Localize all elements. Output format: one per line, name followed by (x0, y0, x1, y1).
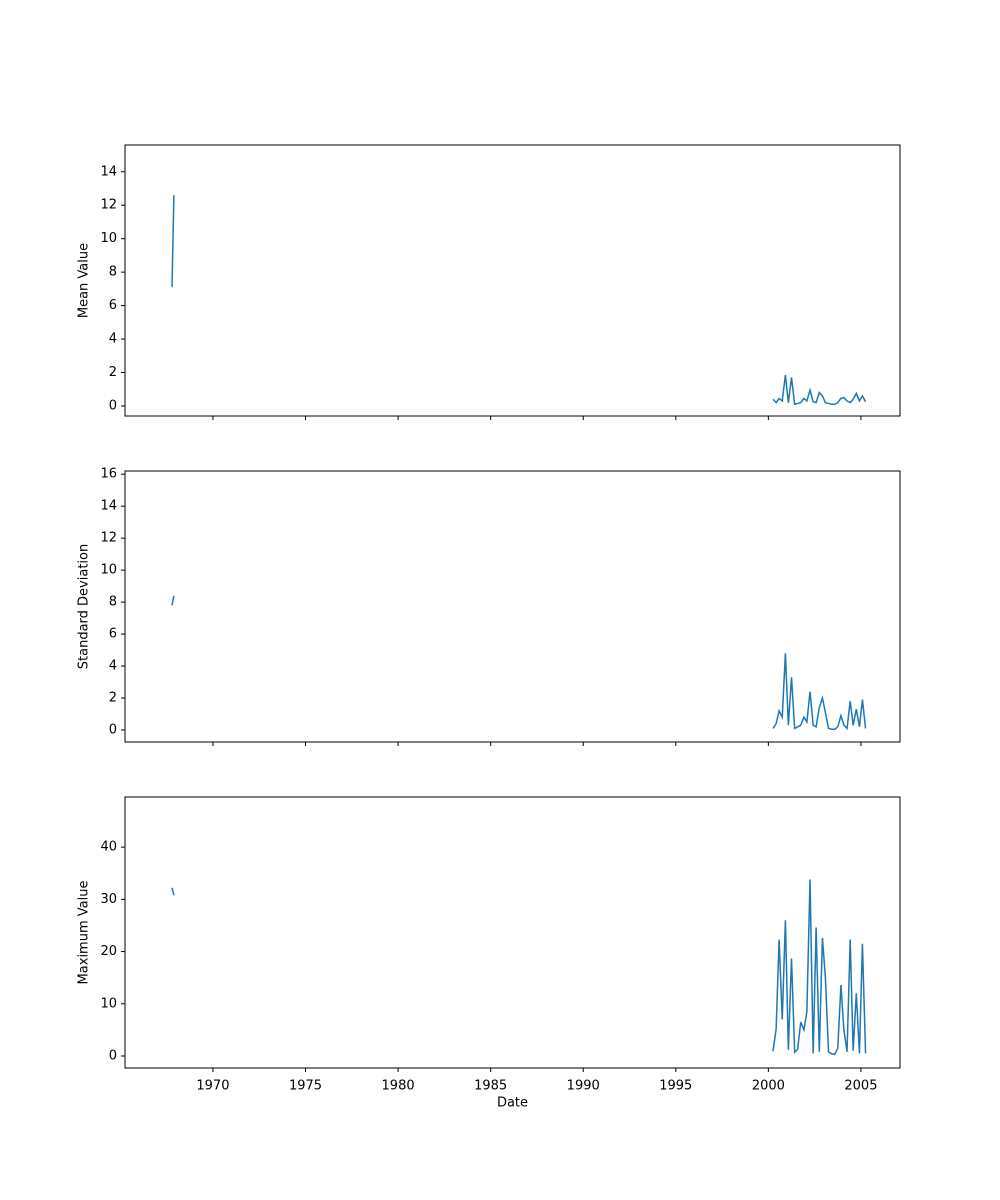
x-tick-label: 1980 (382, 1079, 415, 1094)
y-tick-label: 2 (109, 691, 117, 706)
y-tick-label: 16 (100, 467, 117, 482)
x-tick-label: 2000 (752, 1079, 785, 1094)
y-tick-label: 8 (109, 265, 117, 280)
data-line (171, 595, 867, 731)
y-tick-label: 4 (109, 332, 117, 347)
y-tick-label: 8 (109, 595, 117, 610)
y-tick-label: 10 (100, 231, 117, 246)
data-line (171, 879, 867, 1056)
x-tick-label: 1995 (659, 1079, 692, 1094)
y-tick-label: 2 (109, 365, 117, 380)
x-axis-label: Date (497, 1096, 528, 1111)
y-axis-label: Mean Value (77, 243, 92, 318)
y-tick-label: 12 (100, 531, 117, 546)
y-tick-label: 12 (100, 198, 117, 213)
y-tick-label: 30 (100, 892, 117, 907)
y-tick-label: 6 (109, 627, 117, 642)
y-tick-label: 0 (109, 398, 117, 413)
y-tick-label: 14 (100, 164, 117, 179)
x-tick-label: 1985 (474, 1079, 507, 1094)
y-axis-label: Maximum Value (77, 881, 92, 985)
y-tick-label: 6 (109, 298, 117, 313)
y-tick-label: 10 (100, 563, 117, 578)
y-tick-label: 4 (109, 659, 117, 674)
y-tick-label: 20 (100, 944, 117, 959)
axes-frame (124, 144, 901, 417)
y-tick-label: 10 (100, 996, 117, 1011)
y-axis-label: Standard Deviation (77, 544, 92, 669)
x-tick-label: 2005 (844, 1079, 877, 1094)
y-tick-label: 0 (109, 723, 117, 738)
y-tick-label: 40 (100, 840, 117, 855)
y-tick-label: 14 (100, 499, 117, 514)
x-tick-label: 1990 (567, 1079, 600, 1094)
data-line (171, 195, 867, 406)
y-tick-label: 0 (109, 1048, 117, 1063)
axes-frame (124, 796, 901, 1069)
x-tick-label: 1975 (289, 1079, 322, 1094)
x-tick-label: 1970 (196, 1079, 229, 1094)
axes-frame (124, 470, 901, 743)
